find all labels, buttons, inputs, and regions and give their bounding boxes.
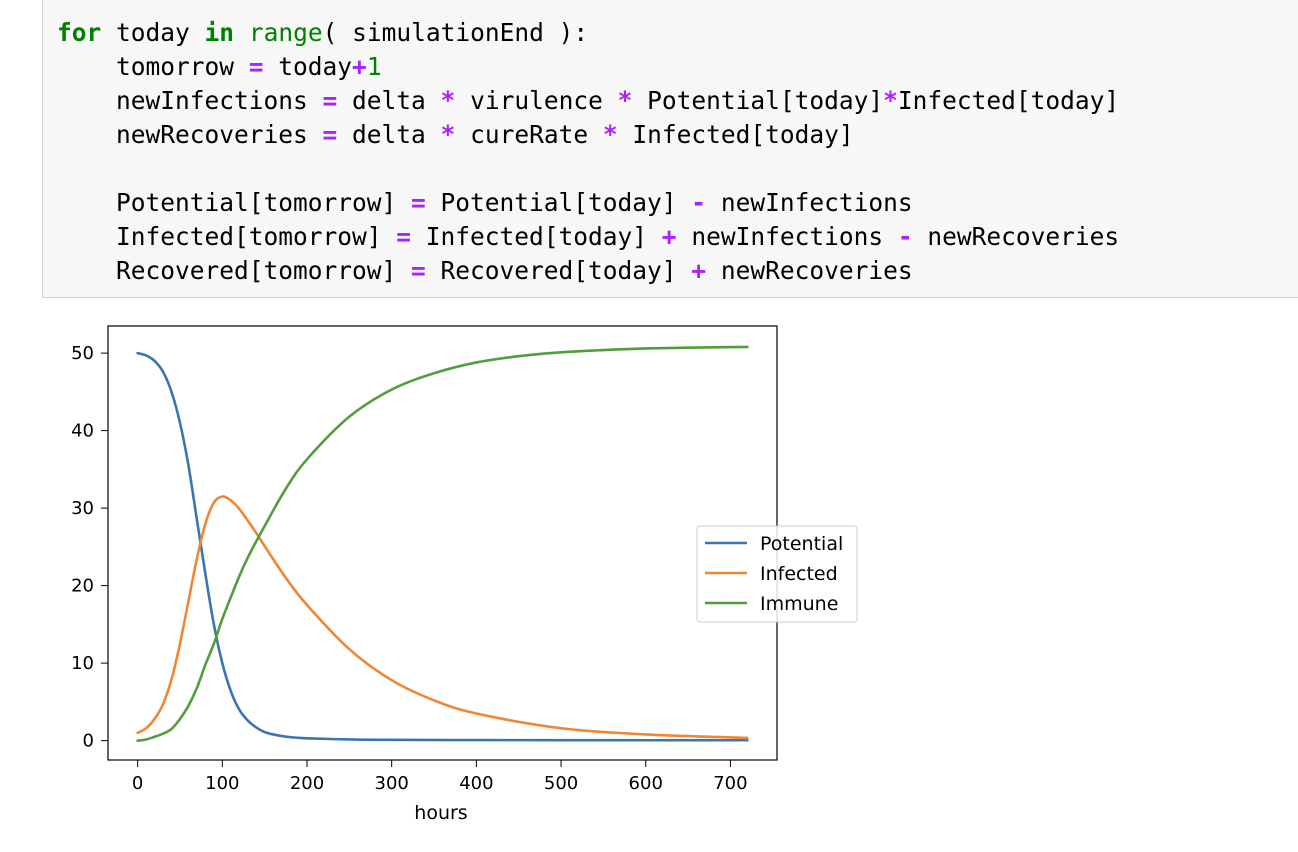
x-tick-label: 400 [459,773,493,794]
code-token: * [883,86,898,115]
code-token: newInfections [676,222,898,251]
code-token: Infected[today] [897,86,1120,115]
code-token: newInfections [57,86,323,115]
code-token: newRecoveries [912,222,1120,251]
code-token: = [396,222,412,251]
code-token: = [248,52,264,81]
x-tick-label: 100 [205,773,239,794]
y-tick-label: 40 [71,421,94,442]
code-token: virulence [455,86,618,115]
code-token: tomorrow [57,52,249,81]
code-token: today [101,18,205,47]
legend-label: Immune [760,593,838,615]
x-tick-label: 300 [375,773,409,794]
code-token: * [440,120,456,149]
series-line-immune [136,345,749,742]
line-chart: 0 100 200 300 400 500 600 700 0 10 20 30 40 50 hours… [71,325,858,824]
code-token: + [661,222,677,251]
code-token: + [352,52,367,81]
code-token: Potential[tomorrow] [57,188,412,217]
code-token: - [897,222,913,251]
code-token: * [440,86,456,115]
code-token [234,18,249,47]
y-tick-label: 30 [71,498,94,519]
code-line: newInfections = delta * virulence * Pote… [57,86,1119,115]
series-line-potential [136,351,749,742]
y-tick-label: 20 [71,576,94,597]
legend-label: Infected [760,563,838,585]
x-tick-label: 200 [290,773,324,794]
code-token: - [691,188,707,217]
code-line: for today in range( simulationEnd ): [57,18,588,47]
x-tick-label: 0 [132,773,143,794]
x-axis-label: hours [414,802,467,824]
x-tick-label: 600 [629,773,663,794]
code-token: Infected[today] [617,120,854,149]
legend-label: Potential [760,533,843,555]
x-tick-label: 700 [713,773,747,794]
legend-box [696,525,858,623]
code-token: newRecoveries [706,256,913,285]
code-editor[interactable]: for today in range( simulationEnd ): tom… [57,16,1119,288]
code-token: Infected[today] [411,222,662,251]
code-token: = [411,256,426,285]
series-line-infected [136,495,749,740]
code-token: newRecoveries [57,120,323,149]
code-token: range [248,18,323,47]
code-line: newRecoveries = delta * cureRate * Infec… [57,120,854,149]
code-token: delta [337,86,441,115]
code-token: + [691,256,707,285]
code-token: Recovered[today] [425,256,692,285]
code-token: today [263,52,353,81]
code-token: = [411,188,426,217]
code-token: * [617,86,633,115]
code-token: newInfections [706,188,913,217]
plot-frame [107,325,778,761]
code-token: Infected[tomorrow] [57,222,397,251]
code-line: tomorrow = today+1 [57,52,382,81]
x-tick-label: 500 [544,773,578,794]
code-cell[interactable]: for today in range( simulationEnd ): tom… [42,0,1298,298]
code-token: cureRate [455,120,603,149]
legend: Potential Infected Immune [696,525,858,623]
code-line: Potential[tomorrow] = Potential[today] -… [57,188,913,217]
code-token: ( simulationEnd ): [322,18,589,47]
y-tick-label: 0 [83,731,94,752]
y-tick-label: 10 [71,653,94,674]
code-line: Recovered[tomorrow] = Recovered[today] +… [57,256,913,285]
y-tick-label: 50 [71,343,94,364]
code-token: Potential[today] [632,86,884,115]
code-token: = [322,86,338,115]
output-area: 0 100 200 300 400 500 600 700 0 10 20 30 40 50 hours… [42,298,1298,848]
code-token: Recovered[tomorrow] [57,256,412,285]
code-token: * [602,120,618,149]
code-token: Potential[today] [425,188,692,217]
code-line: Infected[tomorrow] = Infected[today] + n… [57,222,1119,251]
code-token: delta [337,120,441,149]
code-token: 1 [366,52,382,81]
code-token: for [57,18,102,47]
code-token: = [322,120,338,149]
code-token: in [204,18,235,47]
